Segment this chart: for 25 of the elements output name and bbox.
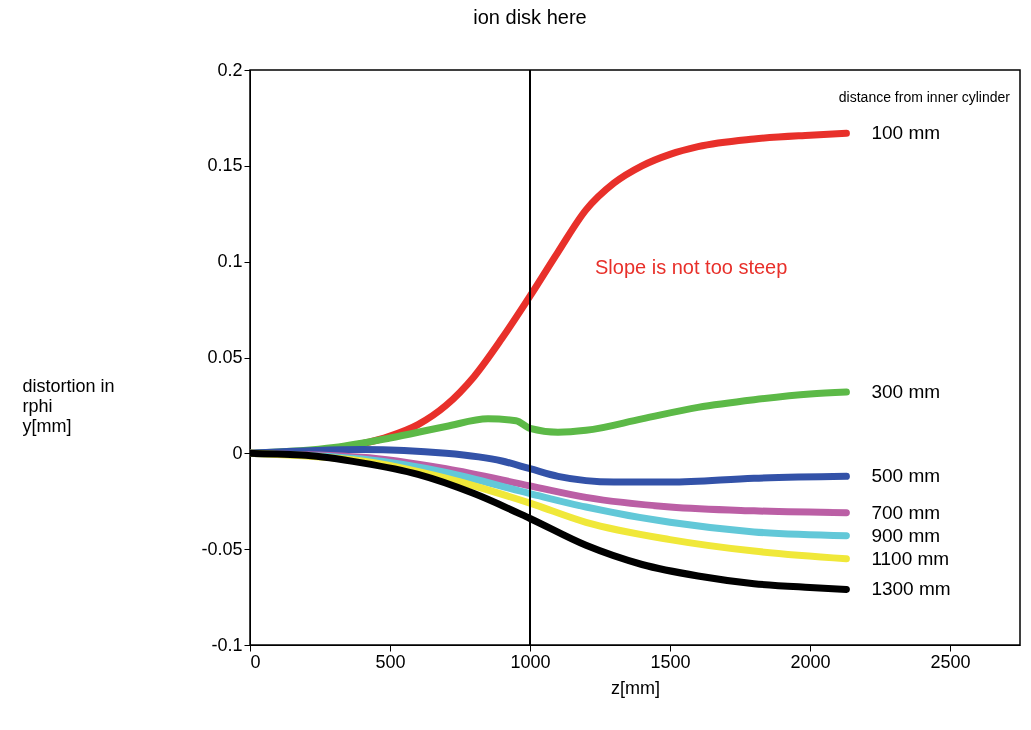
x-tick-label: 2500 (930, 651, 971, 672)
x-tick-label: 2000 (790, 651, 831, 672)
x-tick-label: 0 (250, 651, 261, 672)
series-label: 900 mm (871, 524, 941, 546)
y-axis-title: distortion in rphi y[mm] (22, 375, 115, 436)
y-tick-label: 0.15 (207, 155, 243, 176)
x-tick-label: 500 (375, 651, 406, 672)
y-tick-label: 0.05 (207, 347, 243, 367)
series-label: 300 mm (871, 381, 941, 402)
y-tick-label: 0.2 (217, 59, 243, 80)
y-tick-label: 0.1 (217, 251, 243, 272)
series-label: 1100 mm (871, 547, 950, 569)
series-label: 100 mm (871, 122, 941, 144)
x-tick-label: 1000 (510, 651, 551, 672)
legend-title: distance from inner cylinder (838, 89, 1011, 105)
series-label: 500 mm (871, 465, 941, 487)
y-tick-label: 0 (232, 442, 243, 463)
y-tick-label: -0.1 (211, 634, 243, 655)
y-tick-label: -0.05 (201, 538, 243, 559)
ref-line-label: ion disk here (473, 6, 587, 28)
x-tick-label: 1500 (650, 651, 691, 672)
x-axis-title: z[mm] (611, 677, 660, 698)
annotation: Slope is not too steep (595, 256, 788, 278)
series-label: 1300 mm (871, 578, 951, 600)
series-label: 700 mm (871, 501, 941, 523)
